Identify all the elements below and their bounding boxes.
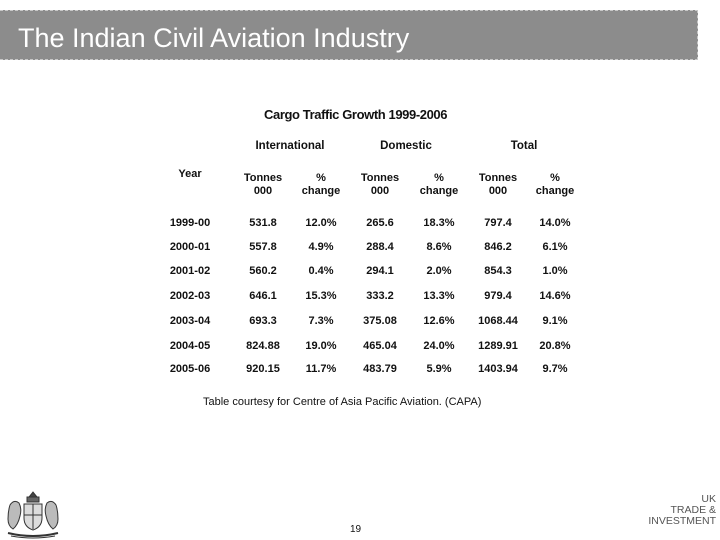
table-cell: 14.0% xyxy=(539,217,571,229)
table-cell: 12.6% xyxy=(423,315,455,327)
column-group-header: International xyxy=(255,140,325,152)
table-cell: 375.08 xyxy=(363,315,397,327)
column-header-unit: change xyxy=(419,185,459,197)
table-cell: 11.7% xyxy=(305,363,337,375)
row-year: 2004-05 xyxy=(169,340,211,352)
row-year: 1999-00 xyxy=(169,217,211,229)
column-header: Tonnes xyxy=(478,172,518,184)
title-bar: The Indian Civil Aviation Industry xyxy=(0,10,698,60)
table-cell: 19.0% xyxy=(305,340,337,352)
table-cell: 560.2 xyxy=(249,265,277,277)
table-cell: 4.9% xyxy=(308,241,334,253)
table-cell: 288.4 xyxy=(366,241,394,253)
table-cell: 294.1 xyxy=(366,265,394,277)
table-cell: 1289.91 xyxy=(478,340,518,352)
logo-line: TRADE & xyxy=(670,504,716,516)
column-header: % xyxy=(434,172,444,184)
column-header-unit: 000 xyxy=(488,185,508,197)
row-year: 2005-06 xyxy=(169,363,211,375)
table-cell: 7.3% xyxy=(308,315,334,327)
slide-title: The Indian Civil Aviation Industry xyxy=(18,23,410,53)
table-cell: 12.0% xyxy=(305,217,337,229)
column-header: Tonnes xyxy=(243,172,283,184)
table-cell: 333.2 xyxy=(366,290,394,302)
column-header-unit: change xyxy=(535,185,575,197)
table-title: Cargo Traffic Growth 1999-2006 xyxy=(264,107,448,122)
table-cell: 646.1 xyxy=(249,290,277,302)
page-number: 19 xyxy=(350,524,362,535)
table-cell: 5.9% xyxy=(426,363,452,375)
row-year: 2003-04 xyxy=(169,315,211,327)
column-header-unit: 000 xyxy=(253,185,273,197)
column-group-header: Domestic xyxy=(380,140,432,152)
table-cell: 465.04 xyxy=(363,340,397,352)
table-cell: 24.0% xyxy=(423,340,455,352)
row-year: 2000-01 xyxy=(169,241,211,253)
row-year: 2001-02 xyxy=(169,265,211,277)
table-cell: 979.4 xyxy=(484,290,512,302)
table-cell: 0.4% xyxy=(308,265,334,277)
table-cell: 1403.94 xyxy=(478,363,518,375)
table-cell: 483.79 xyxy=(363,363,397,375)
table-cell: 824.88 xyxy=(246,340,280,352)
table-cell: 9.7% xyxy=(542,363,568,375)
table-cell: 8.6% xyxy=(426,241,452,253)
uk-trade-investment-logo: UK TRADE & INVESTMENT xyxy=(640,494,716,538)
table-cell: 557.8 xyxy=(249,241,277,253)
table-cell: 14.6% xyxy=(539,290,571,302)
table-cell: 531.8 xyxy=(249,217,277,229)
column-header: % xyxy=(550,172,560,184)
table-cell: 797.4 xyxy=(484,217,512,229)
year-header: Year xyxy=(178,168,202,180)
table-cell: 13.3% xyxy=(423,290,455,302)
logo-line: INVESTMENT xyxy=(648,515,716,527)
column-header: Tonnes xyxy=(360,172,400,184)
table-cell: 920.15 xyxy=(246,363,280,375)
table-cell: 9.1% xyxy=(542,315,568,327)
logo-line: UK xyxy=(701,493,716,505)
column-header-unit: 000 xyxy=(370,185,390,197)
table-caption: Table courtesy for Centre of Asia Pacifi… xyxy=(203,396,482,408)
table-cell: 1.0% xyxy=(542,265,568,277)
table-cell: 20.8% xyxy=(539,340,571,352)
table-cell: 846.2 xyxy=(484,241,512,253)
table-cell: 2.0% xyxy=(426,265,452,277)
table-cell: 854.3 xyxy=(484,265,512,277)
table-cell: 693.3 xyxy=(249,315,277,327)
row-year: 2002-03 xyxy=(169,290,211,302)
column-header-unit: change xyxy=(301,185,341,197)
table-cell: 1068.44 xyxy=(478,315,518,327)
column-header: % xyxy=(316,172,326,184)
table-cell: 15.3% xyxy=(305,290,337,302)
royal-coat-of-arms-icon xyxy=(7,491,59,539)
table-cell: 6.1% xyxy=(542,241,568,253)
table-cell: 18.3% xyxy=(423,217,455,229)
table-cell: 265.6 xyxy=(366,217,394,229)
column-group-header: Total xyxy=(510,140,538,152)
